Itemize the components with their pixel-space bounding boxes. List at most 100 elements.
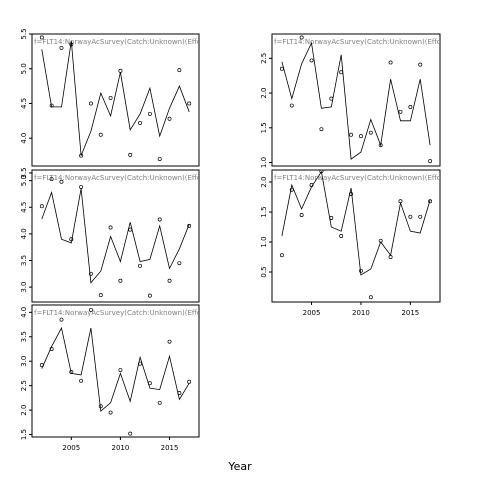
observed-point [279,253,284,258]
observed-point [79,185,84,189]
y-tick-label: 4.0 [20,133,28,144]
observed-point [187,379,192,384]
observed-point [289,187,294,192]
observed-point [98,132,103,137]
observed-point [398,199,403,204]
y-tick-label: 1.0 [260,157,268,168]
panel-title: f=FLT14:NorwayAcSurvey(Catch:Unknown)(Ef… [34,309,209,317]
observed-point [39,204,44,209]
y-tick-label: 3.0 [20,282,28,293]
observed-point [138,361,143,366]
observed-point [339,70,344,75]
panel-frame [31,169,200,303]
observed-point [339,234,344,238]
y-tick-label: 3.5 [20,331,28,342]
x-tick-label: 2005 [62,444,80,452]
observed-point [358,134,363,139]
observed-point [88,101,93,106]
observed-point [299,35,304,40]
panel-middle-left: f=FLT14:NorwayAcSurvey(Catch:Unknown)(Ef… [20,169,209,303]
y-tick-label: 1.5 [260,206,268,217]
observed-point [428,159,433,164]
y-tick-label: 1.0 [260,236,268,247]
observed-point [299,213,304,217]
panel-frame [271,33,441,167]
observed-point [79,153,84,158]
observed-point [388,255,393,259]
observed-point [368,295,373,300]
observed-point [428,199,433,204]
observed-point [157,217,162,222]
observed-point [128,152,133,157]
y-tick-label: 5.0 [20,63,28,74]
y-tick-label: 4.5 [20,98,28,109]
fitted-series-line [41,40,190,156]
y-tick-label: 4.5 [20,202,28,213]
panel-title: f=FLT14:NorwayAcSurvey(Catch:Unknown)(Ef… [34,174,209,182]
y-tick-label: 2.5 [20,380,28,391]
observed-point [319,170,324,174]
panel-middle-right: f=FLT14:NorwayAcSurvey(Catch:Unknown)(Ef… [260,169,449,317]
observed-point [378,238,383,243]
observed-point [329,96,334,101]
observed-point [289,103,294,108]
y-tick-label: 3.0 [20,356,28,367]
y-tick-label: 0.5 [260,266,268,277]
x-tick-label: 2015 [161,444,179,452]
x-axis-label: Year [227,460,252,473]
observed-point [69,237,74,242]
observed-point [88,271,93,276]
observed-point [39,35,44,40]
panel-frame [271,169,441,303]
y-tick-label: 2.0 [20,405,28,416]
observed-point [177,261,182,266]
observed-point [118,68,123,73]
observed-point [349,132,354,137]
panel-title: f=FLT14:NorwayAcSurvey(Catch:Unknown)(Ef… [274,38,449,46]
observed-point [39,363,44,368]
observed-point [138,120,143,125]
observed-point [157,157,162,162]
observed-point [147,381,152,386]
observed-point [408,104,413,109]
observed-point [49,347,54,351]
observed-point [49,177,54,181]
observed-point [167,278,172,283]
observed-point [108,225,113,230]
observed-point [378,143,383,148]
observed-point [157,400,162,405]
observed-point [147,293,152,298]
panel-title: f=FLT14:NorwayAcSurvey(Catch:Unknown)(Ef… [274,174,449,182]
observed-point [309,58,314,63]
observed-point [418,214,423,219]
observed-point [108,95,113,100]
panel-frame [31,304,200,438]
observed-point [147,111,152,116]
observed-point [349,192,354,196]
observed-point [368,130,373,135]
y-tick-label: 3.5 [20,167,28,178]
x-tick-label: 2010 [111,444,129,452]
y-tick-label: 1.5 [260,122,268,133]
y-tick-label: 2.5 [260,53,268,64]
observed-point [98,293,103,298]
observed-point [118,278,123,283]
observed-point [177,68,182,73]
observed-point [138,263,143,268]
y-tick-label: 1.5 [20,429,28,440]
observed-point [408,214,413,219]
observed-point [358,268,363,273]
fitted-series-line [41,188,190,284]
x-tick-label: 2005 [303,309,321,317]
observed-point [418,62,423,67]
observed-point [128,431,133,436]
x-tick-label: 2010 [352,309,370,317]
observed-point [108,410,113,415]
panel-bottom-left: f=FLT14:NorwayAcSurvey(Catch:Unknown)(Ef… [20,304,209,452]
observed-point [98,404,103,409]
x-tick-label: 2015 [401,309,419,317]
observed-point [69,370,74,374]
observed-point [279,66,284,71]
